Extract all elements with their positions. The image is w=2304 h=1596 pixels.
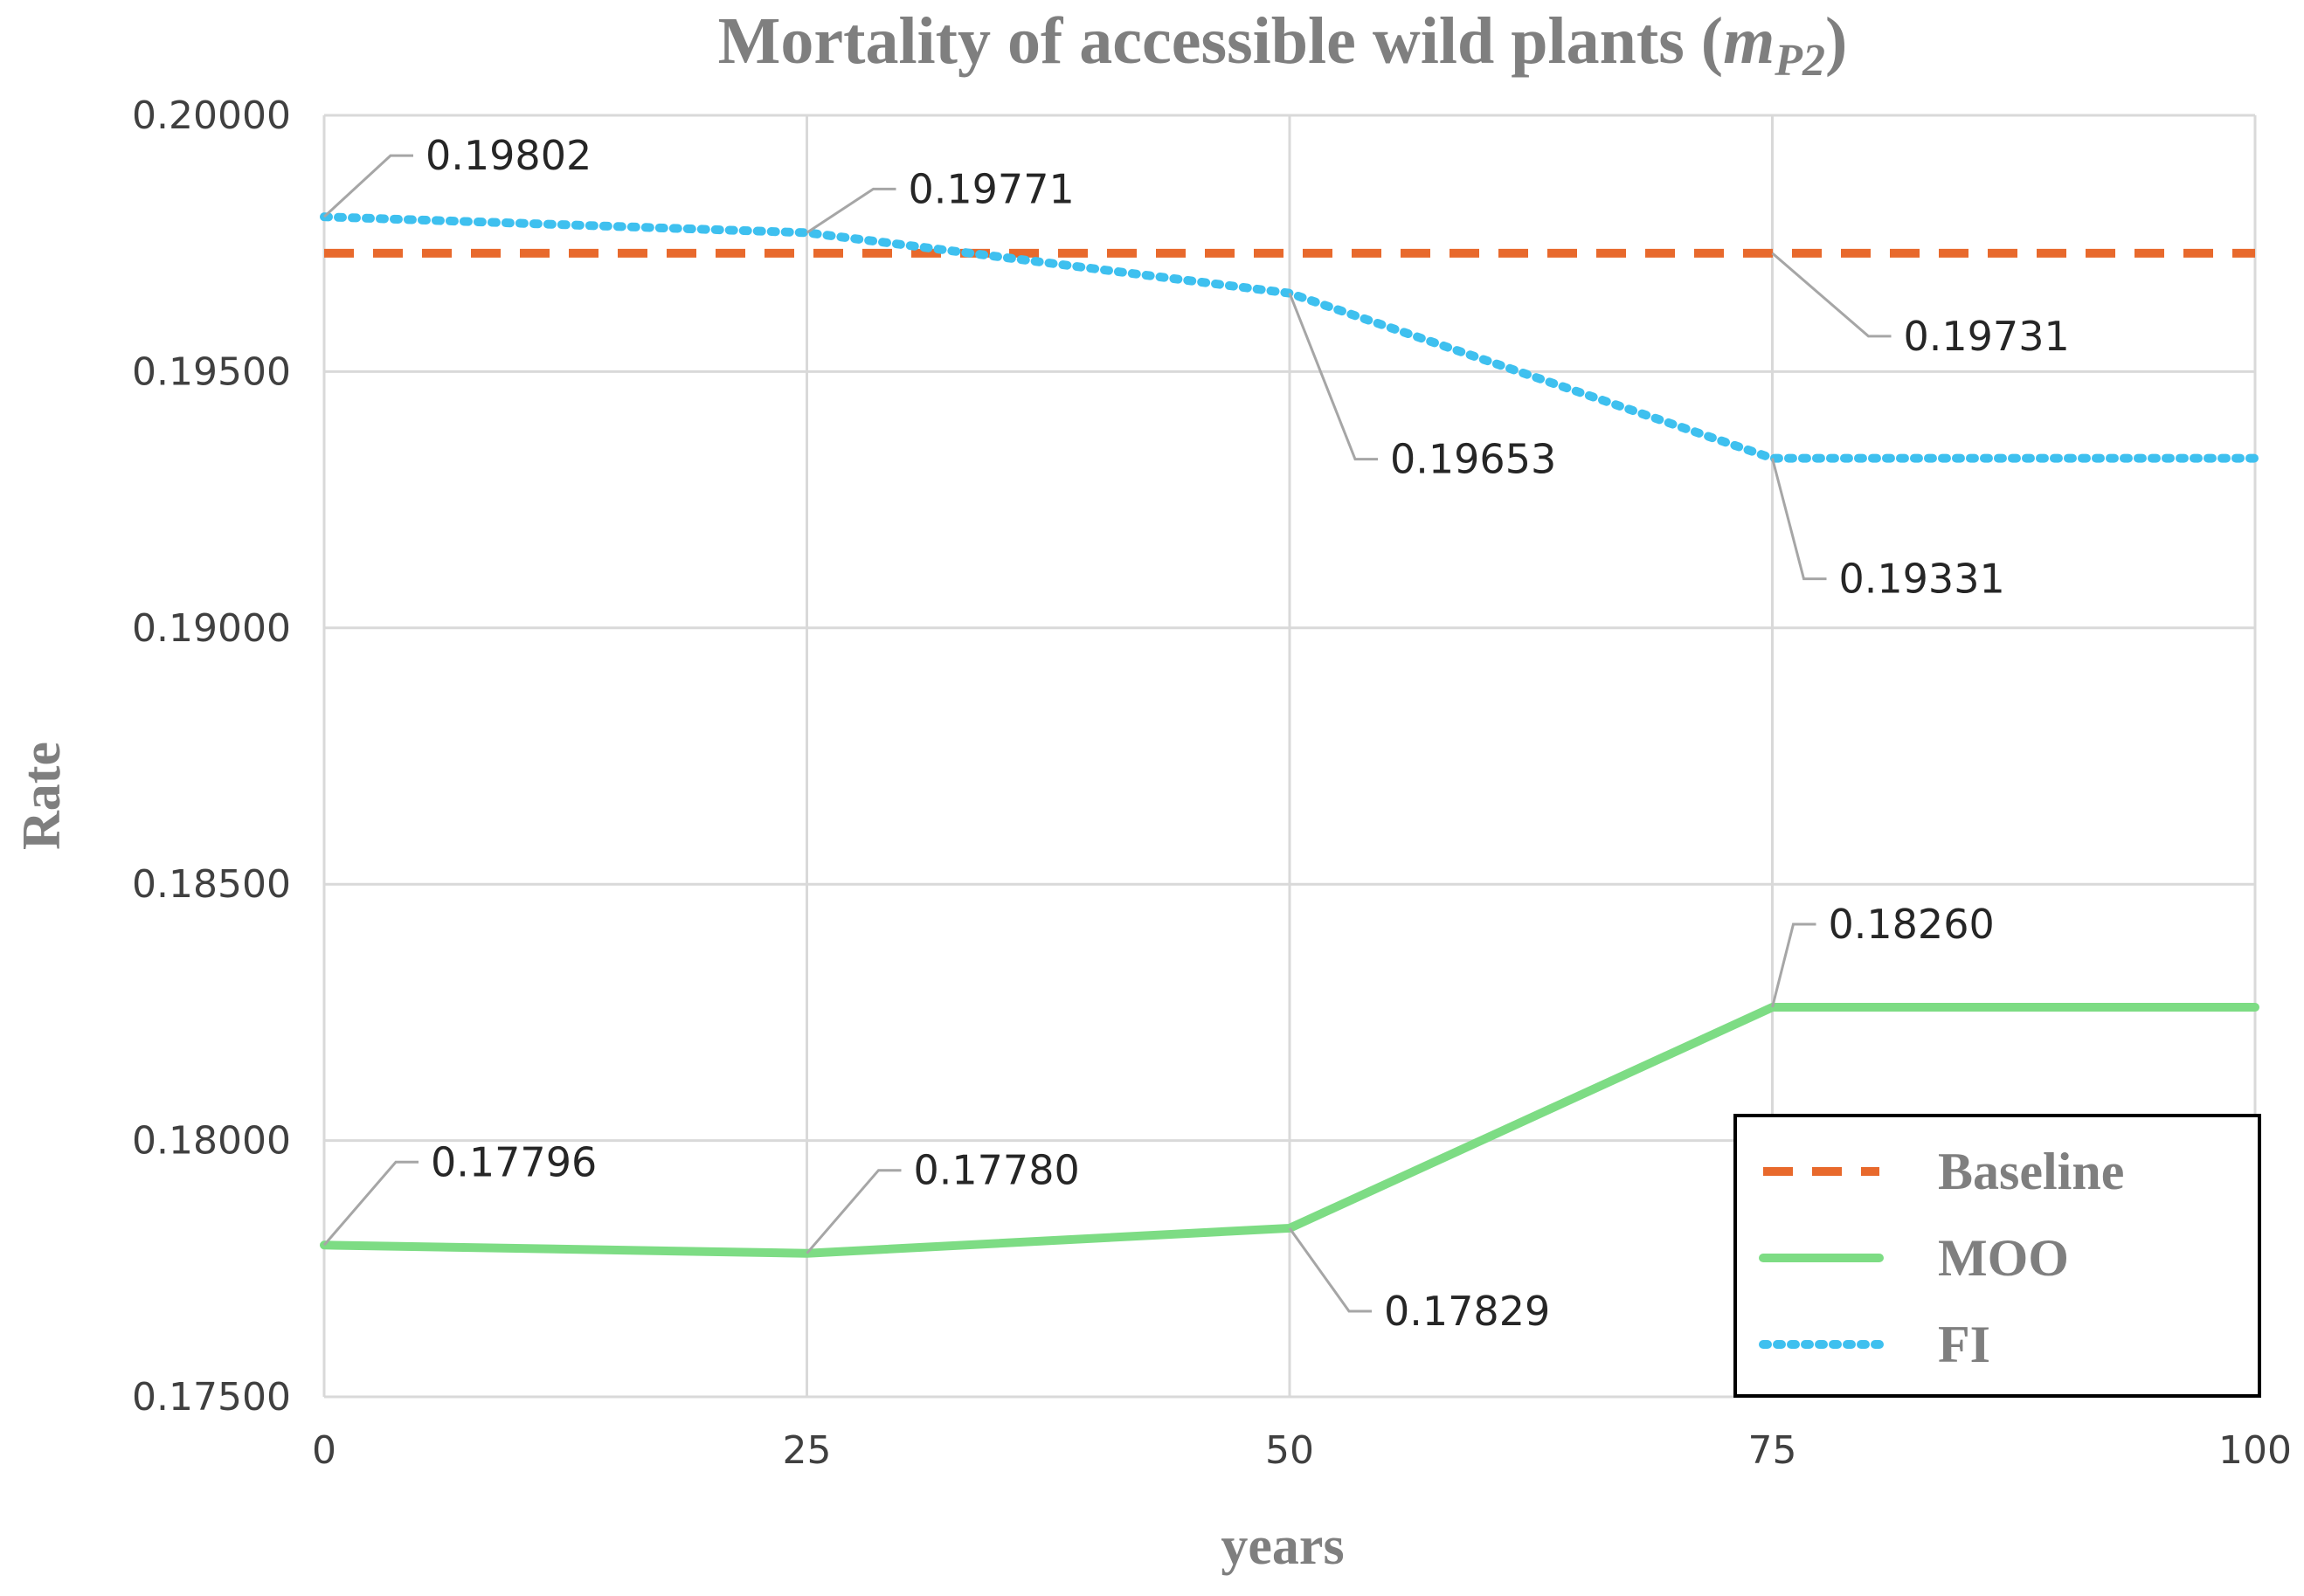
chart-title-symbol: m: [1723, 4, 1775, 78]
x-tick-label: 75: [1748, 1428, 1797, 1473]
leader-line: [1771, 458, 1827, 581]
x-tick-label: 50: [1265, 1428, 1314, 1473]
x-axis-label: years: [1221, 1517, 1344, 1576]
data-label: 0.17796: [431, 1138, 597, 1185]
y-tick-label: 0.19500: [132, 349, 291, 394]
leader-line: [1288, 293, 1378, 461]
y-tick-label: 0.17500: [132, 1375, 291, 1420]
y-tick-label: 0.19000: [132, 606, 291, 651]
leader-line: [322, 1160, 419, 1247]
leader-line: [806, 187, 896, 234]
legend: Baseline MOO FI: [1733, 1114, 2261, 1398]
data-label: 0.19731: [1904, 313, 2070, 360]
y-tick-label: 0.18500: [132, 862, 291, 907]
x-tick-label: 0: [312, 1428, 336, 1473]
leader-line: [806, 1169, 902, 1254]
chart-title-text: Mortality of accessible wild plants (: [718, 4, 1723, 78]
y-axis-label: Rate: [12, 742, 72, 850]
chart-title: Mortality of accessible wild plants (mP2…: [718, 4, 1848, 86]
y-tick-label: 0.20000: [132, 93, 291, 138]
legend-label: Baseline: [1938, 1143, 2124, 1200]
leader-line: [1771, 252, 1892, 338]
y-tick-label: 0.18000: [132, 1119, 291, 1164]
series-line: [320, 1003, 2259, 1258]
legend-label: FI: [1938, 1316, 1990, 1373]
data-label: 0.19331: [1839, 556, 2005, 603]
data-label: 0.19771: [909, 165, 1075, 212]
chart-title-subscript: P2: [1774, 36, 1825, 86]
grid: 0.17500 0.18000 0.18500 0.19000 0.19500 0.200…: [132, 93, 2292, 1473]
data-label: 0.19653: [1390, 436, 1556, 483]
leader-line: [322, 154, 413, 218]
data-label: 0.18260: [1829, 901, 1995, 948]
leader-line: [1288, 1227, 1372, 1313]
data-label: 0.17829: [1384, 1288, 1550, 1335]
x-tick-label: 100: [2218, 1428, 2292, 1473]
value-labels: 0.19731 0.17796 0.17780 0.17829 0.18260 0.198…: [322, 132, 2070, 1335]
leader-line: [1771, 922, 1816, 1008]
data-label: 0.19802: [426, 132, 592, 179]
chart-title-close: ): [1825, 4, 1847, 78]
legend-label: MOO: [1938, 1229, 2069, 1287]
data-label: 0.17780: [914, 1147, 1080, 1194]
x-tick-label: 25: [783, 1428, 832, 1473]
